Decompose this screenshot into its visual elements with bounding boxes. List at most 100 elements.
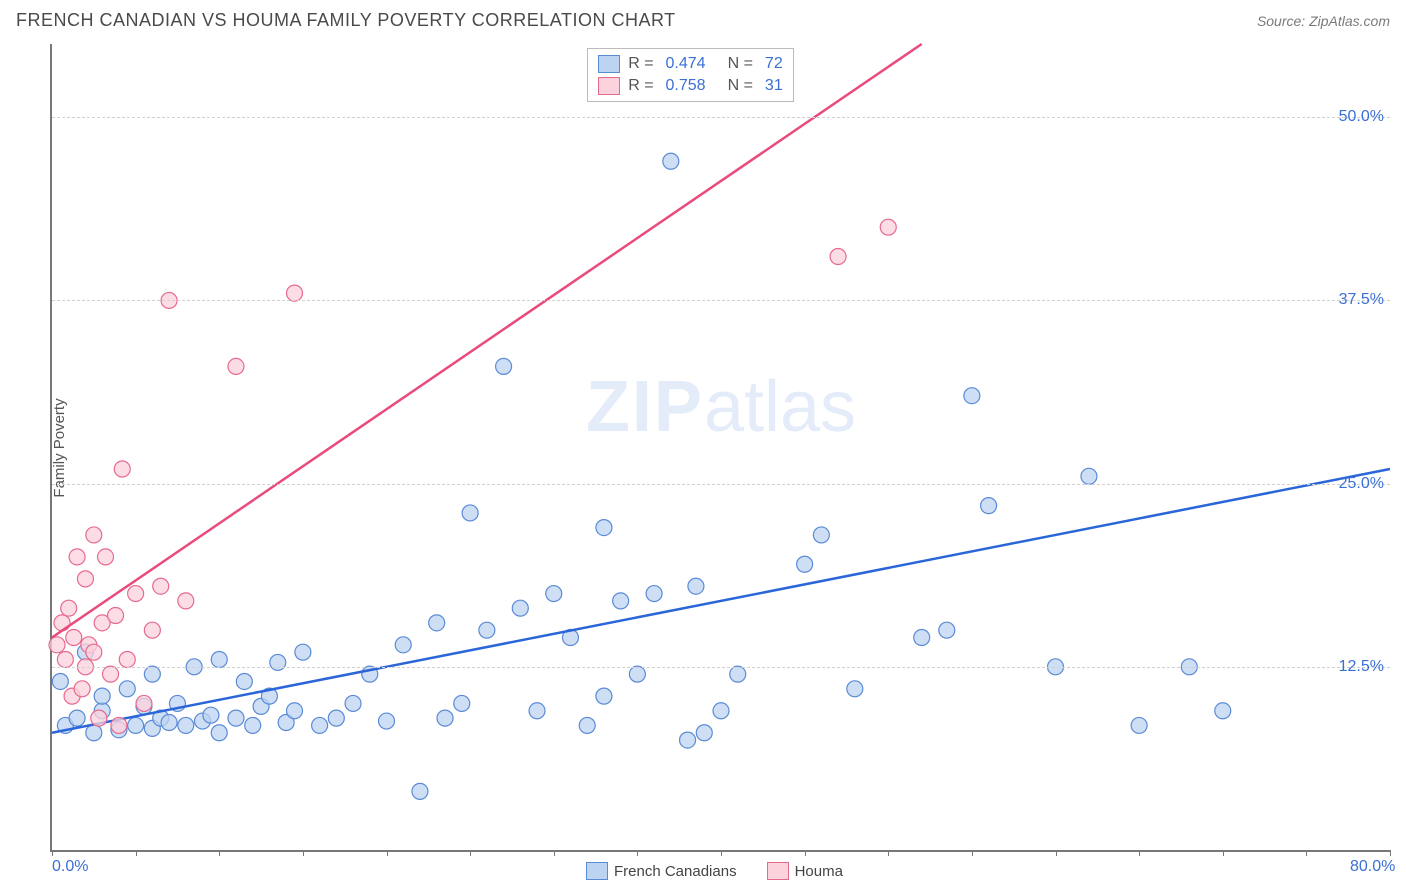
data-point <box>496 358 512 374</box>
correlation-row: R =0.758N =31 <box>598 75 783 97</box>
data-point <box>713 703 729 719</box>
series-legend-label: Houma <box>795 863 843 880</box>
x-tick-mark <box>637 850 638 856</box>
data-point <box>830 248 846 264</box>
y-tick-label: 25.0% <box>1339 475 1384 493</box>
data-point <box>270 654 286 670</box>
data-point <box>49 637 65 653</box>
x-tick-mark <box>1056 850 1057 856</box>
data-point <box>211 651 227 667</box>
data-point <box>178 717 194 733</box>
data-point <box>312 717 328 733</box>
data-point <box>613 593 629 609</box>
data-point <box>797 556 813 572</box>
source-credit: Source: ZipAtlas.com <box>1257 13 1390 29</box>
data-point <box>295 644 311 660</box>
y-tick-label: 50.0% <box>1339 108 1384 126</box>
data-point <box>646 586 662 602</box>
correlation-row: R =0.474N =72 <box>598 53 783 75</box>
data-point <box>144 622 160 638</box>
chart-title: FRENCH CANADIAN VS HOUMA FAMILY POVERTY … <box>16 10 676 31</box>
data-point <box>228 358 244 374</box>
series-legend-item: French Canadians <box>586 862 737 880</box>
x-tick-mark <box>721 850 722 856</box>
data-point <box>629 666 645 682</box>
data-point <box>61 600 77 616</box>
data-point <box>94 688 110 704</box>
chart-svg <box>52 44 1390 850</box>
legend-swatch <box>767 862 789 880</box>
trend-line <box>52 44 922 638</box>
x-tick-mark <box>387 850 388 856</box>
data-point <box>328 710 344 726</box>
data-point <box>680 732 696 748</box>
data-point <box>54 615 70 631</box>
data-point <box>203 707 219 723</box>
data-point <box>412 783 428 799</box>
legend-swatch <box>598 77 620 95</box>
gridline <box>52 117 1390 118</box>
legend-swatch <box>598 55 620 73</box>
data-point <box>114 461 130 477</box>
r-value: 0.474 <box>666 55 706 73</box>
data-point <box>245 717 261 733</box>
data-point <box>512 600 528 616</box>
series-legend: French Canadians Houma <box>586 862 843 880</box>
data-point <box>74 681 90 697</box>
data-point <box>128 717 144 733</box>
data-point <box>119 681 135 697</box>
data-point <box>236 673 252 689</box>
data-point <box>77 571 93 587</box>
data-point <box>939 622 955 638</box>
data-point <box>108 608 124 624</box>
n-value: 72 <box>765 55 783 73</box>
data-point <box>454 695 470 711</box>
data-point <box>437 710 453 726</box>
source-label: Source: <box>1257 13 1305 29</box>
gridline <box>52 300 1390 301</box>
r-label: R = <box>628 77 653 95</box>
x-tick-mark <box>470 850 471 856</box>
data-point <box>57 651 73 667</box>
data-point <box>161 715 177 731</box>
data-point <box>128 586 144 602</box>
data-point <box>1081 468 1097 484</box>
data-point <box>287 285 303 301</box>
data-point <box>688 578 704 594</box>
data-point <box>479 622 495 638</box>
data-point <box>546 586 562 602</box>
data-point <box>579 717 595 733</box>
data-point <box>964 388 980 404</box>
data-point <box>228 710 244 726</box>
gridline <box>52 667 1390 668</box>
trend-line <box>52 469 1390 733</box>
gridline <box>52 484 1390 485</box>
data-point <box>395 637 411 653</box>
data-point <box>287 703 303 719</box>
data-point <box>696 725 712 741</box>
data-point <box>663 153 679 169</box>
r-value: 0.758 <box>666 77 706 95</box>
data-point <box>153 578 169 594</box>
plot-area: Family Poverty ZIPatlas R =0.474N =72R =… <box>50 44 1390 852</box>
x-tick-mark <box>888 850 889 856</box>
n-label: N = <box>728 77 753 95</box>
data-point <box>345 695 361 711</box>
x-tick-mark <box>219 850 220 856</box>
data-point <box>69 710 85 726</box>
legend-swatch <box>586 862 608 880</box>
data-point <box>429 615 445 631</box>
data-point <box>847 681 863 697</box>
x-tick-mark <box>972 850 973 856</box>
x-tick-mark <box>1306 850 1307 856</box>
y-tick-label: 12.5% <box>1339 658 1384 676</box>
data-point <box>103 666 119 682</box>
data-point <box>529 703 545 719</box>
data-point <box>136 695 152 711</box>
x-tick-mark <box>554 850 555 856</box>
data-point <box>880 219 896 235</box>
n-label: N = <box>728 55 753 73</box>
x-tick-mark <box>805 850 806 856</box>
data-point <box>596 688 612 704</box>
data-point <box>1131 717 1147 733</box>
